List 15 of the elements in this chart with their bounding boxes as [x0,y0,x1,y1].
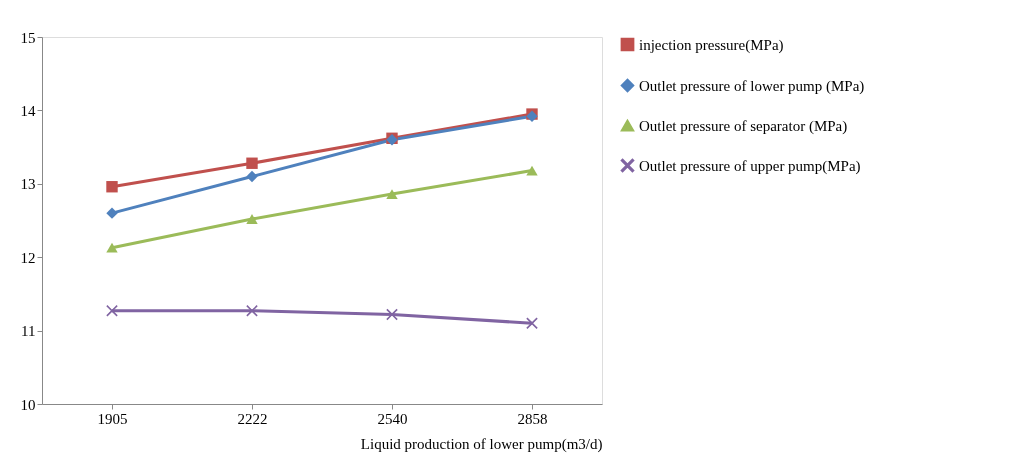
x-tick-label: 2540 [377,410,408,427]
legend-label: injection pressure(MPa) [639,36,784,54]
y-tick-label: 15 [20,29,36,46]
x-tick-label: 2858 [517,410,548,427]
y-tick-label: 10 [20,396,36,413]
legend-label: Outlet pressure of separator (MPa) [639,117,848,135]
legend-label: Outlet pressure of upper pump(MPa) [639,157,861,175]
y-tick-label: 12 [20,249,36,266]
y-tick-label: 13 [20,176,36,193]
x-axis-title: Liquid production of lower pump(m3/d) [360,435,603,453]
legend-label: Outlet pressure of lower pump (MPa) [639,77,865,95]
y-tick-label: 11 [21,323,36,340]
x-tick-label: 2222 [237,410,268,427]
y-tick-label: 14 [20,102,36,119]
x-tick-label: 1905 [97,410,128,427]
